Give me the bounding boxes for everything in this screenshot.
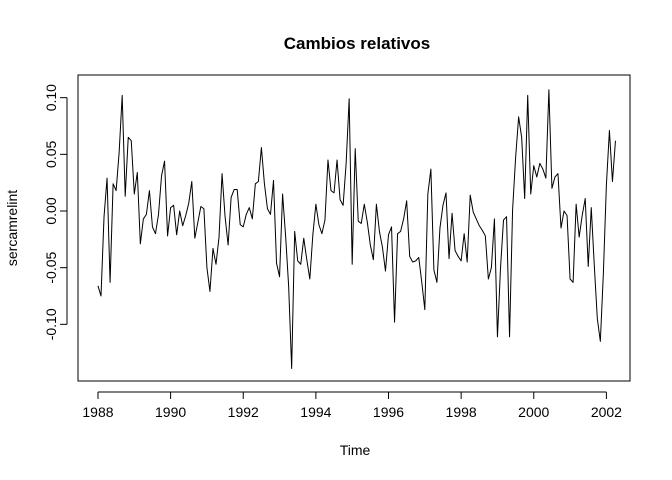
x-tick-label: 1998 xyxy=(446,404,477,420)
y-tick-label: -0.10 xyxy=(43,308,59,340)
x-tick-label: 1996 xyxy=(373,404,404,420)
y-tick-label: 0.05 xyxy=(43,140,59,167)
y-tick-label: 0.00 xyxy=(43,197,59,224)
x-axis: 1988 1990 1992 1994 1996 1998 2000 2002 xyxy=(82,391,622,420)
plot-frame xyxy=(77,74,631,382)
y-axis: -0.10 -0.05 0.00 0.05 0.10 xyxy=(43,84,68,340)
chart-title: Cambios relativos xyxy=(284,34,430,53)
x-tick-label: 1988 xyxy=(82,404,113,420)
x-tick-label: 1992 xyxy=(228,404,259,420)
y-tick-label: 0.10 xyxy=(43,84,59,111)
series-line xyxy=(97,89,616,370)
series-layer xyxy=(97,89,616,370)
x-tick-label: 1994 xyxy=(300,404,331,420)
y-tick-label: -0.05 xyxy=(43,252,59,284)
x-tick-label: 2002 xyxy=(591,404,622,420)
x-axis-label: Time xyxy=(340,442,371,458)
x-tick-label: 2000 xyxy=(518,404,549,420)
x-tick-label: 1990 xyxy=(155,404,186,420)
y-axis-label: sercamrelint xyxy=(4,190,20,266)
